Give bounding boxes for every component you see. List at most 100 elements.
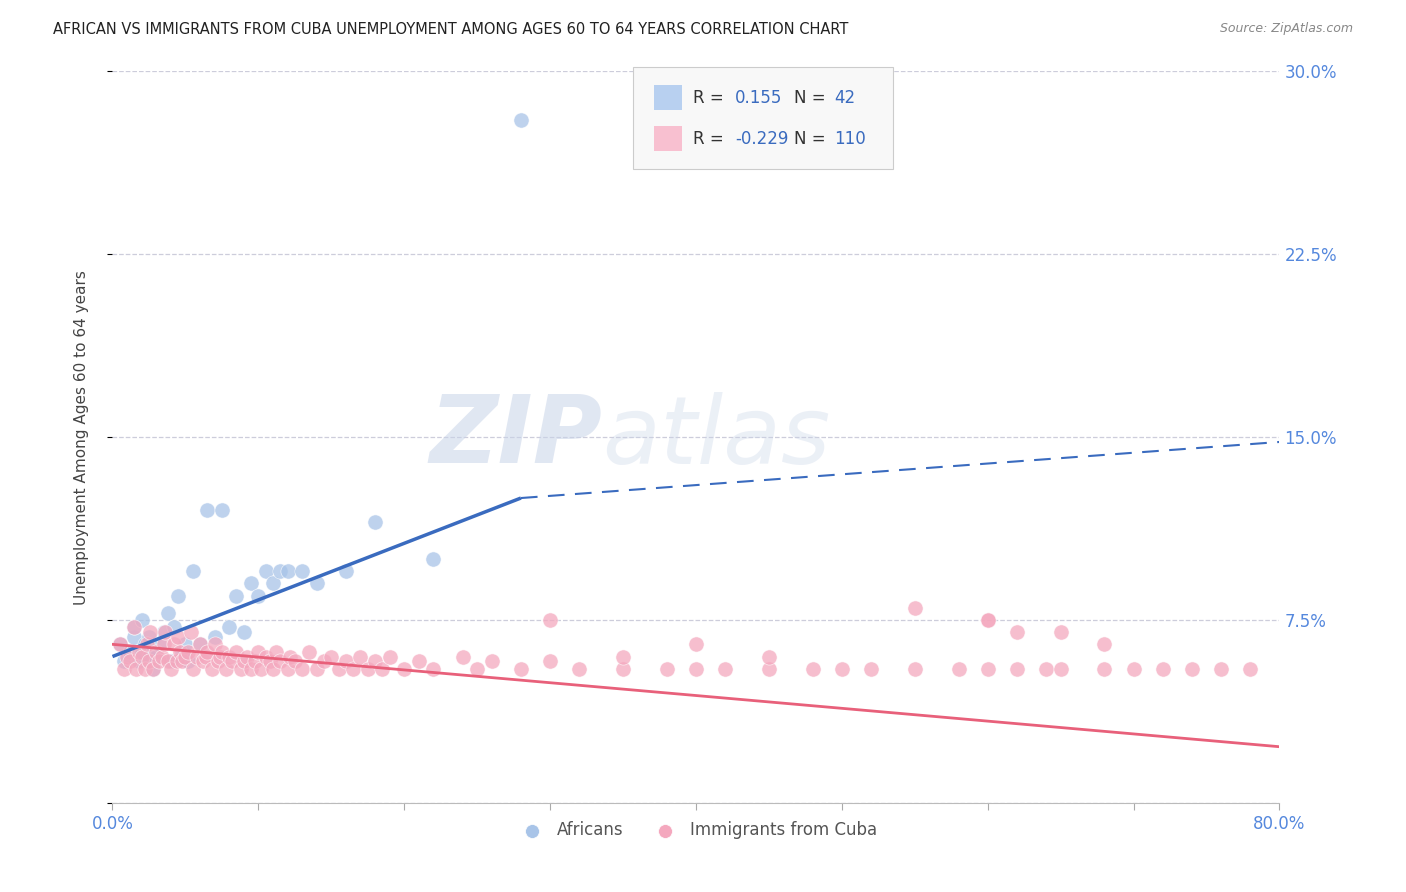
Point (194, 649, 217, 664)
Point (1181, 662, 1204, 676)
Point (1049, 625, 1071, 640)
Point (186, 649, 208, 664)
Point (422, 662, 444, 676)
Point (172, 654, 194, 668)
Point (758, 649, 780, 664)
Text: 42: 42 (834, 88, 855, 106)
Text: -0.229: -0.229 (735, 130, 789, 148)
Point (195, 503, 218, 517)
Text: 0.155: 0.155 (735, 88, 783, 106)
Point (215, 662, 238, 676)
Point (174, 649, 197, 664)
Point (247, 645, 270, 659)
Point (305, 576, 328, 591)
Point (139, 625, 162, 640)
Point (218, 649, 240, 664)
Point (124, 630, 146, 644)
Text: N =: N = (794, 130, 825, 148)
Point (378, 649, 401, 664)
Point (229, 662, 252, 676)
Point (181, 662, 204, 676)
Text: 110: 110 (834, 130, 866, 148)
Point (481, 654, 503, 668)
Point (860, 662, 883, 676)
Point (112, 662, 135, 676)
Point (568, 662, 591, 676)
Point (131, 613, 153, 627)
Point (269, 564, 291, 578)
Point (204, 630, 226, 644)
Point (284, 654, 307, 668)
Point (177, 654, 200, 668)
Point (240, 662, 263, 676)
Point (714, 662, 737, 676)
Point (166, 654, 188, 668)
Point (264, 645, 287, 659)
Point (181, 564, 204, 578)
Point (204, 637, 226, 651)
Point (150, 649, 173, 664)
Point (364, 654, 387, 668)
Point (232, 625, 254, 640)
Point (131, 645, 153, 659)
Point (235, 649, 257, 664)
Point (250, 662, 273, 676)
Point (172, 645, 194, 659)
Point (976, 613, 998, 627)
Point (152, 625, 174, 640)
Point (1152, 662, 1174, 676)
Point (142, 662, 165, 676)
Point (177, 645, 200, 659)
Point (218, 620, 240, 634)
Point (321, 649, 343, 664)
Point (118, 645, 141, 659)
Point (655, 662, 678, 676)
Text: N =: N = (794, 88, 825, 106)
Point (1122, 662, 1144, 676)
Point (136, 637, 159, 651)
Point (1035, 662, 1057, 676)
Point (163, 637, 186, 651)
Text: R =: R = (693, 130, 724, 148)
Point (451, 649, 474, 664)
Point (538, 613, 561, 627)
Point (148, 654, 170, 668)
Point (209, 649, 232, 664)
Point (225, 645, 247, 659)
Point (221, 654, 243, 668)
Point (115, 649, 138, 664)
Point (371, 662, 394, 676)
Point (276, 662, 298, 676)
Point (225, 589, 247, 603)
Point (357, 662, 380, 676)
Point (128, 645, 150, 659)
Point (801, 662, 824, 676)
Point (904, 600, 927, 615)
Point (685, 662, 707, 676)
Point (262, 662, 284, 676)
Point (349, 649, 371, 664)
Point (188, 637, 211, 651)
Point (1239, 662, 1261, 676)
Point (305, 662, 328, 676)
Point (152, 637, 174, 651)
Y-axis label: Unemployment Among Ages 60 to 64 years: Unemployment Among Ages 60 to 64 years (75, 269, 89, 605)
Point (291, 564, 314, 578)
Point (191, 654, 214, 668)
Point (169, 645, 191, 659)
Point (131, 649, 153, 664)
Point (174, 637, 197, 651)
Point (1094, 662, 1116, 676)
Point (312, 654, 335, 668)
Point (118, 654, 141, 668)
Point (1049, 662, 1071, 676)
Point (269, 654, 291, 668)
Point (211, 645, 233, 659)
Point (342, 662, 364, 676)
Point (291, 662, 314, 676)
Point (156, 606, 179, 620)
Text: R =: R = (693, 88, 724, 106)
Point (1209, 662, 1232, 676)
Point (1005, 625, 1028, 640)
Point (335, 654, 357, 668)
